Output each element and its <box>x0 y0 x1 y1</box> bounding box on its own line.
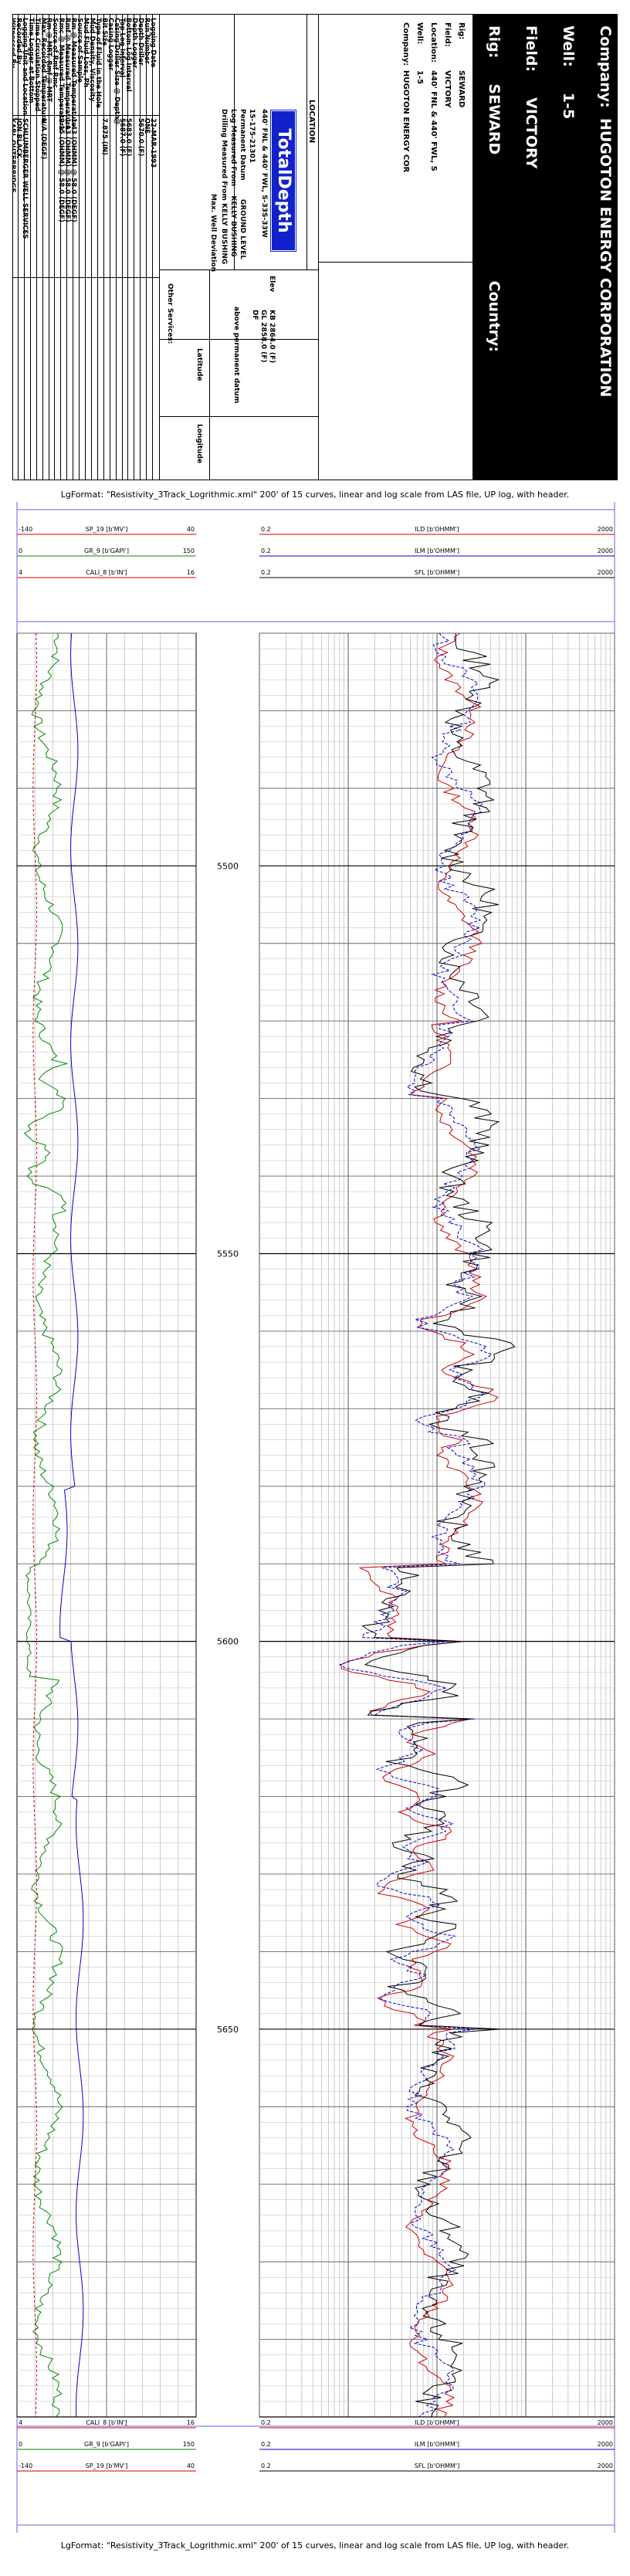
scale-min: 0.2 <box>261 569 271 576</box>
log-header: Company: HUGOTON ENERGY CORPORATION Well… <box>12 14 618 480</box>
scale-curve: ILD [b'OHMM'] <box>415 526 459 533</box>
scale-header: 0.2 SFL [b'OHMM'] 2000 <box>259 569 615 578</box>
scale-min: 0 <box>19 547 22 554</box>
scale-header: 0.2 ILD [b'OHMM'] 2000 <box>259 526 615 535</box>
scale-curve: SFL [b'OHMM'] <box>415 569 460 576</box>
scale-header: 0 GR_9 [b'GAPI'] 150 <box>17 2441 196 2450</box>
scale-header: 4 CALI_8 [b'IN'] 16 <box>17 2419 196 2429</box>
location-block: LOCATION TotalDepth 440' FNL & 440' FWL,… <box>160 15 319 480</box>
cali-curve <box>59 632 84 2418</box>
sfl-curve <box>361 632 516 2418</box>
scale-min: 0.2 <box>261 2462 271 2469</box>
scale-max: 40 <box>187 526 195 533</box>
scale-header: 0.2 ILM [b'OHMM'] 2000 <box>259 547 615 557</box>
ilm-curve <box>339 632 493 2418</box>
scale-header: 0 GR_9 [b'GAPI'] 150 <box>17 547 196 557</box>
depth-label: 5500 <box>217 861 239 871</box>
scale-min: -140 <box>19 2462 32 2469</box>
scale-curve: ILM [b'OHMM'] <box>415 547 459 554</box>
header-title-band: Company: HUGOTON ENERGY CORPORATION Well… <box>473 15 617 480</box>
scale-min: 4 <box>19 569 22 576</box>
depth-label: 5600 <box>217 1637 239 1647</box>
scale-max: 150 <box>183 2441 195 2448</box>
scale-header: 0.2 SFL [b'OHMM'] 2000 <box>259 2462 615 2472</box>
scale-curve: CALI_8 [b'IN'] <box>86 2419 127 2426</box>
depth-label: 5650 <box>217 2025 239 2035</box>
scale-min: -140 <box>19 526 32 533</box>
scale-header: 4 CALI_8 [b'IN'] 16 <box>17 569 196 578</box>
scale-header: 0.2 ILM [b'OHMM'] 2000 <box>259 2441 615 2450</box>
scale-min: 0.2 <box>261 2441 271 2448</box>
scale-min: 0.2 <box>261 2419 271 2426</box>
sp-curve <box>32 632 37 2418</box>
scale-max: 40 <box>187 2462 195 2469</box>
scale-min: 0.2 <box>261 526 271 533</box>
scale-curve: ILD [b'OHMM'] <box>415 2419 459 2426</box>
scale-min: 0 <box>19 2441 22 2448</box>
scale-curve: CALI_8 [b'IN'] <box>86 569 127 576</box>
scale-curve: GR_9 [b'GAPI'] <box>84 2441 129 2448</box>
scale-max: 16 <box>187 2419 195 2426</box>
scale-max: 2000 <box>598 2441 613 2448</box>
scale-curve: ILM [b'OHMM'] <box>415 2441 459 2448</box>
scale-curve: SP_19 [b'MV'] <box>86 526 128 533</box>
scale-curve: SP_19 [b'MV'] <box>86 2462 128 2469</box>
scale-max: 2000 <box>598 547 613 554</box>
lgformat-caption-top: LgFormat: "Resistivity_3Track_Logrithmic… <box>60 490 570 500</box>
scale-min: 4 <box>19 2419 22 2426</box>
lgformat-caption-bottom: LgFormat: "Resistivity_3Track_Logrithmic… <box>60 2540 570 2551</box>
scale-min: 0.2 <box>261 547 271 554</box>
scale-max: 2000 <box>598 2419 613 2426</box>
scale-header: -140 SP_19 [b'MV'] 40 <box>17 2462 196 2472</box>
scale-max: 150 <box>183 547 195 554</box>
scale-max: 2000 <box>598 526 613 533</box>
scale-max: 2000 <box>598 569 613 576</box>
scale-header: 0.2 ILD [b'OHMM'] 2000 <box>259 2419 615 2429</box>
scale-curve: SFL [b'OHMM'] <box>415 2462 460 2469</box>
scale-curve: GR_9 [b'GAPI'] <box>84 547 129 554</box>
info-rows: Rig:SEWARD Field:VICTORY Location:440' FNL… <box>319 15 473 480</box>
scale-max: 2000 <box>598 2462 613 2469</box>
gr-curve <box>23 632 69 2418</box>
ild-curve <box>340 632 499 2418</box>
parameters-table: Logging Date22-MAR-1993Run NumberONEDept… <box>13 15 160 480</box>
scale-header: -140 SP_19 [b'MV'] 40 <box>17 526 196 535</box>
scale-max: 16 <box>187 569 195 576</box>
depth-label: 5550 <box>217 1249 239 1259</box>
